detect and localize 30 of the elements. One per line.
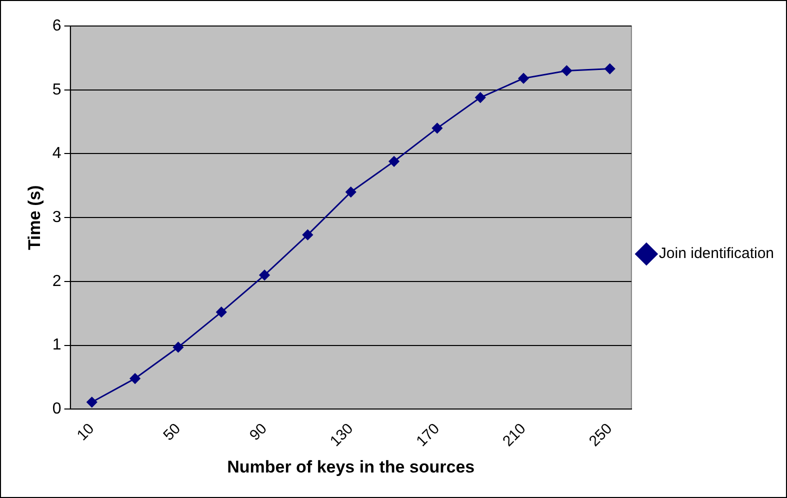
x-tick-label: 210 [500,420,530,450]
point [130,373,140,384]
point [388,156,400,167]
x-tick-label: 170 [413,420,443,450]
y-tick-label: 6 [52,17,62,34]
y-tick-label: 0 [52,400,62,418]
point [86,396,98,408]
point [432,122,442,134]
y-tick-label: 3 [52,208,62,226]
x-tick-label: 90 [246,420,270,444]
point [302,230,313,240]
y-tick-label: 5 [52,81,62,98]
y-tick-label: 2 [52,272,62,290]
point [518,73,529,84]
legend-label: Join identification [658,245,774,262]
x-tick-label: 250 [586,420,616,450]
point [604,64,616,74]
point [216,306,227,318]
point [475,92,486,103]
point [259,270,270,280]
y-tick-label: 1 [52,336,62,354]
x-tick-label: 130 [326,420,357,450]
x-tick-label: 10 [74,420,98,444]
y-tick-label: 4 [52,145,62,162]
point [561,65,572,76]
y-axis-title: Time (s) [24,185,44,250]
x-axis-title: Number of keys in the sources [227,457,475,476]
point [172,342,184,352]
point [346,186,356,198]
x-tick-label: 50 [160,420,184,444]
